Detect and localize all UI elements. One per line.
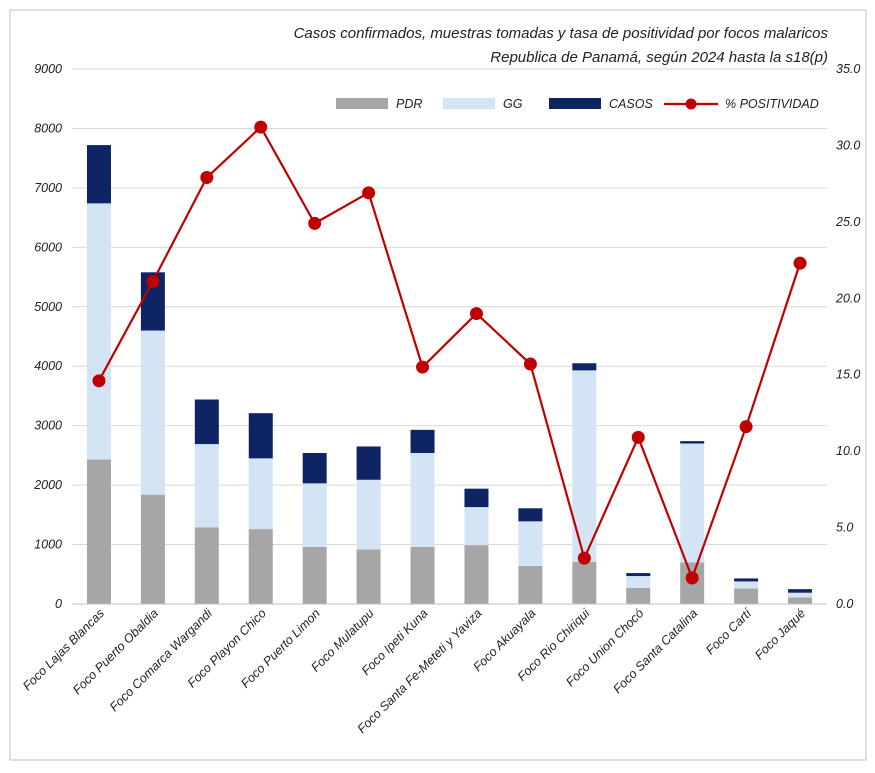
bar-pdr xyxy=(734,588,759,604)
positivity-point xyxy=(631,430,645,444)
right-tick-label: 20.0 xyxy=(835,291,860,305)
bar-casos xyxy=(86,145,111,204)
positivity-point xyxy=(92,374,106,388)
right-tick-label: 5.0 xyxy=(836,521,853,535)
bar-gg xyxy=(734,581,759,589)
legend-label: % POSITIVIDAD xyxy=(725,97,819,111)
bar-gg xyxy=(248,458,273,530)
positivity-point xyxy=(793,256,807,270)
bar-casos xyxy=(572,363,597,371)
right-tick-label: 35.0 xyxy=(836,62,860,76)
bar-casos xyxy=(788,589,813,593)
bar-gg xyxy=(788,592,813,598)
bar-gg xyxy=(140,330,165,495)
bar-casos xyxy=(302,453,327,484)
chart-subtitle: Republica de Panamá, según 2024 hasta la… xyxy=(490,49,828,66)
bar-pdr xyxy=(194,527,219,604)
positivity-point xyxy=(685,571,699,585)
bar-gg xyxy=(464,507,489,546)
positivity-point xyxy=(308,216,322,230)
bar-pdr xyxy=(626,587,651,604)
positivity-point xyxy=(739,420,753,434)
bar-pdr xyxy=(410,546,435,604)
left-tick-label: 1000 xyxy=(34,538,62,552)
bar-pdr xyxy=(788,597,813,604)
positivity-line xyxy=(92,120,807,585)
bar-pdr xyxy=(572,561,597,604)
bar-pdr xyxy=(302,546,327,604)
left-tick-label: 6000 xyxy=(34,240,62,254)
positivity-point xyxy=(523,357,537,371)
left-tick-label: 3000 xyxy=(34,419,62,433)
positivity-line-path xyxy=(97,125,802,582)
positivity-point xyxy=(146,274,160,288)
bar-gg xyxy=(302,483,327,547)
bar-casos xyxy=(356,446,381,480)
left-tick-label: 0 xyxy=(55,597,62,611)
bar-gg xyxy=(410,453,435,547)
bar-casos xyxy=(194,399,219,445)
positivity-point xyxy=(416,360,430,374)
bar-pdr xyxy=(140,494,165,604)
positivity-point xyxy=(577,551,591,565)
bar-gg xyxy=(194,444,219,528)
left-tick-label: 2000 xyxy=(33,478,62,492)
legend-swatch xyxy=(443,98,495,109)
legend-swatch xyxy=(549,98,601,109)
bar-casos xyxy=(518,508,543,522)
chart-title: Casos confirmados, muestras tomadas y ta… xyxy=(294,25,829,42)
bar-casos xyxy=(734,578,759,582)
legend-label: GG xyxy=(503,97,523,111)
positivity-point xyxy=(200,171,214,185)
legend-swatch xyxy=(336,98,388,109)
bar-casos xyxy=(626,573,651,577)
left-tick-label: 8000 xyxy=(34,121,62,135)
right-tick-label: 25.0 xyxy=(835,215,860,229)
bar-gg xyxy=(572,370,597,562)
bar-casos xyxy=(410,429,435,454)
positivity-point xyxy=(469,307,483,321)
left-tick-label: 7000 xyxy=(34,181,62,195)
legend: PDR GG CASOS % POSITIVIDAD xyxy=(336,97,819,111)
bar-gg xyxy=(626,576,651,588)
right-tick-label: 30.0 xyxy=(836,138,860,152)
bar-pdr xyxy=(248,529,273,604)
right-tick-label: 10.0 xyxy=(836,444,860,458)
bar-pdr xyxy=(86,459,111,604)
bar-gg xyxy=(86,203,111,460)
bar-pdr xyxy=(464,545,489,604)
legend-line-marker xyxy=(685,98,697,110)
positivity-point xyxy=(254,120,268,134)
positivity-point xyxy=(362,186,376,200)
legend-label: PDR xyxy=(396,97,422,111)
right-axis-ticks: 0.0 5.0 10.0 15.0 20.0 25.0 30.0 35.0 xyxy=(835,62,860,611)
bars xyxy=(86,145,813,604)
left-axis-ticks: 0 1000 2000 3000 4000 5000 6000 7000 8000 9000 xyxy=(33,62,62,611)
bar-gg xyxy=(518,521,543,566)
bar-casos xyxy=(680,441,705,444)
left-tick-label: 5000 xyxy=(34,300,62,314)
legend-label: CASOS xyxy=(609,97,653,111)
right-tick-label: 15.0 xyxy=(836,368,860,382)
bar-casos xyxy=(464,488,489,508)
bar-gg xyxy=(356,479,381,550)
left-tick-label: 4000 xyxy=(34,359,62,373)
bar-gg xyxy=(680,443,705,563)
right-tick-label: 0.0 xyxy=(836,597,853,611)
left-tick-label: 9000 xyxy=(34,62,62,76)
bar-pdr xyxy=(356,549,381,604)
bar-casos xyxy=(248,413,273,459)
bar-pdr xyxy=(518,565,543,604)
